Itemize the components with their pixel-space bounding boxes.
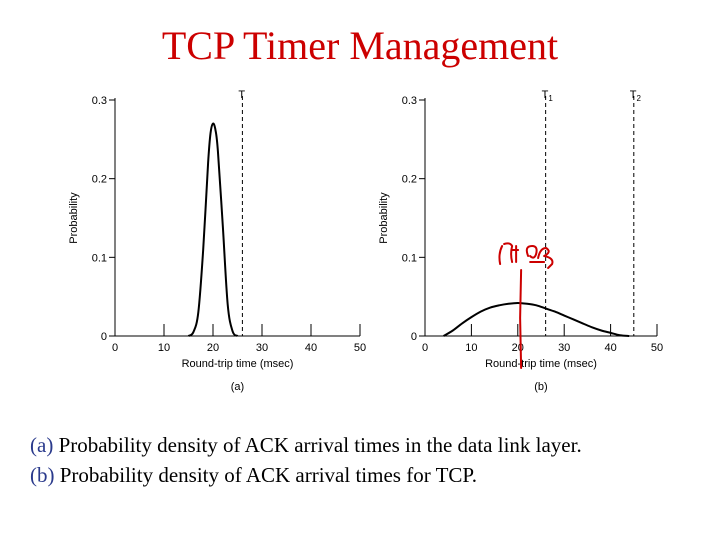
x-tick-label: 30 (558, 342, 570, 354)
caption-marker-b: (b) (30, 463, 55, 487)
y-tick-label: 0.1 (92, 252, 107, 264)
x-tick-label: 40 (305, 342, 317, 354)
timeout-label: T2 (630, 89, 642, 103)
x-tick-label: 20 (512, 342, 524, 354)
y-tick-label: 0 (411, 331, 417, 343)
x-axis-label: Round-trip time (msec) (485, 358, 597, 370)
x-tick-label: 40 (604, 342, 616, 354)
caption-line-a: (a) Probability density of ACK arrival t… (30, 430, 710, 460)
caption-line-b: (b) Probability density of ACK arrival t… (30, 460, 710, 490)
caption: (a) Probability density of ACK arrival t… (30, 430, 710, 490)
timeout-label: T (238, 89, 245, 101)
x-tick-label: 10 (465, 342, 477, 354)
x-tick-label: 0 (422, 342, 428, 354)
annotation-scribble (498, 242, 554, 269)
timeout-label: T1 (542, 89, 554, 103)
x-tick-label: 50 (354, 342, 366, 354)
y-tick-label: 0.3 (92, 95, 107, 107)
y-axis-label: Probability (68, 192, 80, 244)
x-tick-label: 20 (207, 342, 219, 354)
density-curve (187, 122, 239, 337)
timeout-label-subscript: 1 (548, 94, 553, 103)
y-tick-label: 0.2 (402, 174, 417, 186)
x-tick-label: 0 (112, 342, 118, 354)
caption-marker-a: (a) (30, 433, 54, 457)
x-tick-label: 30 (256, 342, 268, 354)
x-axis-label: Round-trip time (msec) (182, 358, 294, 370)
y-axis-label: Probability (378, 192, 390, 244)
y-tick-label: 0.1 (402, 252, 417, 264)
y-tick-label: 0 (101, 331, 107, 343)
timeout-label-subscript: 2 (637, 94, 642, 103)
y-tick-label: 0.3 (402, 95, 417, 107)
handwritten-annotation (498, 242, 554, 369)
density-curve (443, 301, 630, 337)
chart-b: 0 0.1 0.2 0.3 0 10 20 30 40 50 Round-trip time (ms… (378, 89, 663, 393)
x-tick-label: 10 (158, 342, 170, 354)
panel-label: (a) (231, 381, 244, 393)
y-tick-label: 0.2 (92, 174, 107, 186)
chart-a: 0 0.1 0.2 0.3 0 10 20 30 40 50 Round-trip time (ms… (68, 89, 366, 393)
slide-title: TCP Timer Management (161, 23, 559, 68)
caption-text-a: Probability density of ACK arrival times… (53, 433, 582, 457)
panel-label: (b) (534, 381, 547, 393)
x-tick-label: 50 (651, 342, 663, 354)
annotation-stroke (519, 269, 523, 369)
caption-text-b: Probability density of ACK arrival times… (54, 463, 478, 487)
